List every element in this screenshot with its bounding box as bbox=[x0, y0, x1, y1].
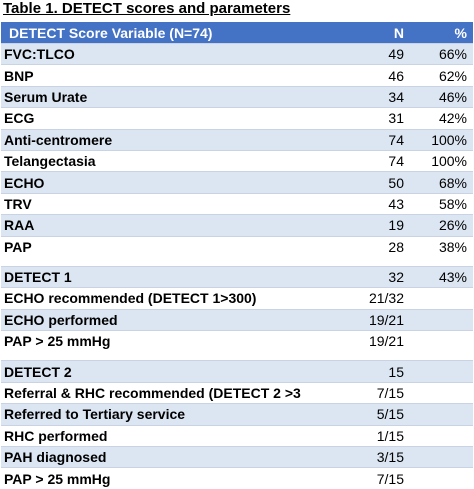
row-n: 46 bbox=[301, 64, 411, 87]
row-label: DETECT 2 bbox=[1, 360, 301, 383]
table-row: RHC performed 1/15 bbox=[1, 424, 473, 447]
row-label: Referral & RHC recommended (DETECT 2 >35… bbox=[1, 381, 301, 404]
table-row: FVC:TLCO 49 66% bbox=[1, 42, 473, 65]
row-pct: 100% bbox=[411, 128, 473, 151]
section-spacer bbox=[1, 351, 473, 361]
row-n: 50 bbox=[301, 171, 411, 194]
header-pct: % bbox=[411, 22, 473, 44]
row-n: 49 bbox=[301, 42, 411, 65]
row-pct bbox=[411, 424, 473, 447]
row-n: 19/21 bbox=[301, 308, 411, 331]
row-n: 74 bbox=[301, 128, 411, 151]
table-row: ECHO 50 68% bbox=[1, 171, 473, 194]
row-label: DETECT 1 bbox=[1, 265, 301, 288]
row-pct: 26% bbox=[411, 214, 473, 237]
table-row: ECHO recommended (DETECT 1>300) 21/32 bbox=[1, 287, 473, 310]
row-label: Serum Urate bbox=[1, 85, 301, 108]
row-pct: 58% bbox=[411, 192, 473, 215]
row-pct: 43% bbox=[411, 265, 473, 288]
row-pct bbox=[411, 403, 473, 426]
row-n: 15 bbox=[301, 360, 411, 383]
row-label: ECHO performed bbox=[1, 308, 301, 331]
row-label: RHC performed bbox=[1, 424, 301, 447]
row-pct bbox=[411, 381, 473, 404]
table-row: DETECT 2 15 bbox=[1, 360, 473, 383]
table-row: PAP 28 38% bbox=[1, 235, 473, 257]
row-label: ECG bbox=[1, 107, 301, 130]
row-n: 19 bbox=[301, 214, 411, 237]
row-label: PAP > 25 mmHg bbox=[1, 467, 301, 489]
row-label: BNP bbox=[1, 64, 301, 87]
table-row: Serum Urate 34 46% bbox=[1, 85, 473, 108]
row-label: PAP bbox=[1, 235, 301, 257]
row-label: Telangectasia bbox=[1, 149, 301, 172]
table-row: PAH diagnosed 3/15 bbox=[1, 446, 473, 468]
table-row: RAA 19 26% bbox=[1, 214, 473, 237]
row-n: 7/15 bbox=[301, 381, 411, 404]
table-row: PAP > 25 mmHg 19/21 bbox=[1, 330, 473, 352]
row-label: ECHO bbox=[1, 171, 301, 194]
detect-table: DETECT Score Variable (N=74) N % FVC:TLC… bbox=[1, 22, 473, 489]
row-pct bbox=[411, 287, 473, 310]
row-pct bbox=[411, 446, 473, 468]
row-n: 31 bbox=[301, 107, 411, 130]
row-n: 43 bbox=[301, 192, 411, 215]
row-pct: 38% bbox=[411, 235, 473, 257]
row-pct: 42% bbox=[411, 107, 473, 130]
row-n: 1/15 bbox=[301, 424, 411, 447]
section-spacer bbox=[1, 256, 473, 267]
row-pct: 62% bbox=[411, 64, 473, 87]
row-label: PAP > 25 mmHg bbox=[1, 330, 301, 352]
row-pct: 66% bbox=[411, 42, 473, 65]
row-label: PAH diagnosed bbox=[1, 446, 301, 468]
row-label: TRV bbox=[1, 192, 301, 215]
row-label: ECHO recommended (DETECT 1>300) bbox=[1, 287, 301, 310]
row-n: 3/15 bbox=[301, 446, 411, 468]
row-pct: 100% bbox=[411, 149, 473, 172]
row-n: 32 bbox=[301, 265, 411, 288]
row-label: RAA bbox=[1, 214, 301, 237]
table-header-row: DETECT Score Variable (N=74) N % bbox=[1, 22, 473, 44]
row-n: 34 bbox=[301, 85, 411, 108]
table-row: Referred to Tertiary service 5/15 bbox=[1, 403, 473, 426]
row-pct bbox=[411, 360, 473, 383]
table-caption: Table 1. DETECT scores and parameters bbox=[3, 0, 291, 17]
table-row: BNP 46 62% bbox=[1, 64, 473, 87]
table-row: Anti-centromere 74 100% bbox=[1, 128, 473, 151]
row-n: 21/32 bbox=[301, 287, 411, 310]
row-pct bbox=[411, 467, 473, 489]
row-n: 28 bbox=[301, 235, 411, 257]
table-row: DETECT 1 32 43% bbox=[1, 265, 473, 288]
header-variable: DETECT Score Variable (N=74) bbox=[1, 22, 301, 44]
row-pct bbox=[411, 308, 473, 331]
row-label: FVC:TLCO bbox=[1, 42, 301, 65]
row-pct: 68% bbox=[411, 171, 473, 194]
row-n: 74 bbox=[301, 149, 411, 172]
table-row: Referral & RHC recommended (DETECT 2 >35… bbox=[1, 381, 473, 404]
row-pct bbox=[411, 330, 473, 352]
row-pct: 46% bbox=[411, 85, 473, 108]
table-row: PAP > 25 mmHg 7/15 bbox=[1, 467, 473, 489]
spacer-cell bbox=[1, 351, 473, 361]
row-label: Referred to Tertiary service bbox=[1, 403, 301, 426]
spacer-cell bbox=[1, 256, 473, 267]
row-n: 19/21 bbox=[301, 330, 411, 352]
table-row: ECG 31 42% bbox=[1, 107, 473, 130]
table-row: ECHO performed 19/21 bbox=[1, 308, 473, 331]
row-n: 5/15 bbox=[301, 403, 411, 426]
table-row: Telangectasia 74 100% bbox=[1, 149, 473, 172]
header-n: N bbox=[301, 22, 411, 44]
row-label: Anti-centromere bbox=[1, 128, 301, 151]
table-row: TRV 43 58% bbox=[1, 192, 473, 215]
row-n: 7/15 bbox=[301, 467, 411, 489]
